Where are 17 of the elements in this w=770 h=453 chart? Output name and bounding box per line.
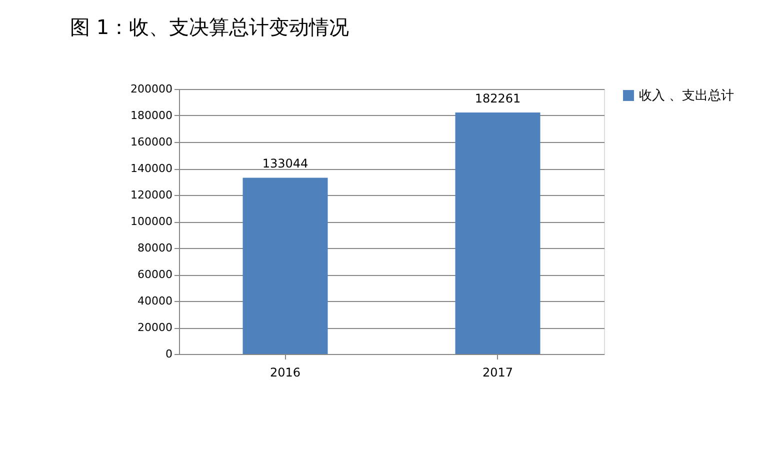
y-tick-label: 100000 <box>130 215 172 228</box>
legend-label: 收入 、支出总计 <box>639 88 734 104</box>
y-tick-label: 200000 <box>130 82 172 96</box>
y-tick-label: 140000 <box>130 162 172 175</box>
x-tick-label: 2016 <box>270 366 301 380</box>
data-label: 133044 <box>262 156 308 171</box>
y-tick-label: 80000 <box>138 242 172 254</box>
y-tick-label: 180000 <box>130 109 172 122</box>
chart-title: 图 1：收、支决算总计变动情况 <box>70 15 350 39</box>
y-tick-label: 160000 <box>130 136 172 148</box>
y-tick-label: 60000 <box>138 268 172 281</box>
x-tick-label: 2017 <box>482 366 514 380</box>
y-tick-label: 120000 <box>130 188 172 202</box>
y-tick-label: 40000 <box>138 294 172 308</box>
y-tick-label: 0 <box>166 348 172 360</box>
data-label: 182261 <box>474 92 521 106</box>
y-tick-label: 20000 <box>138 321 172 334</box>
